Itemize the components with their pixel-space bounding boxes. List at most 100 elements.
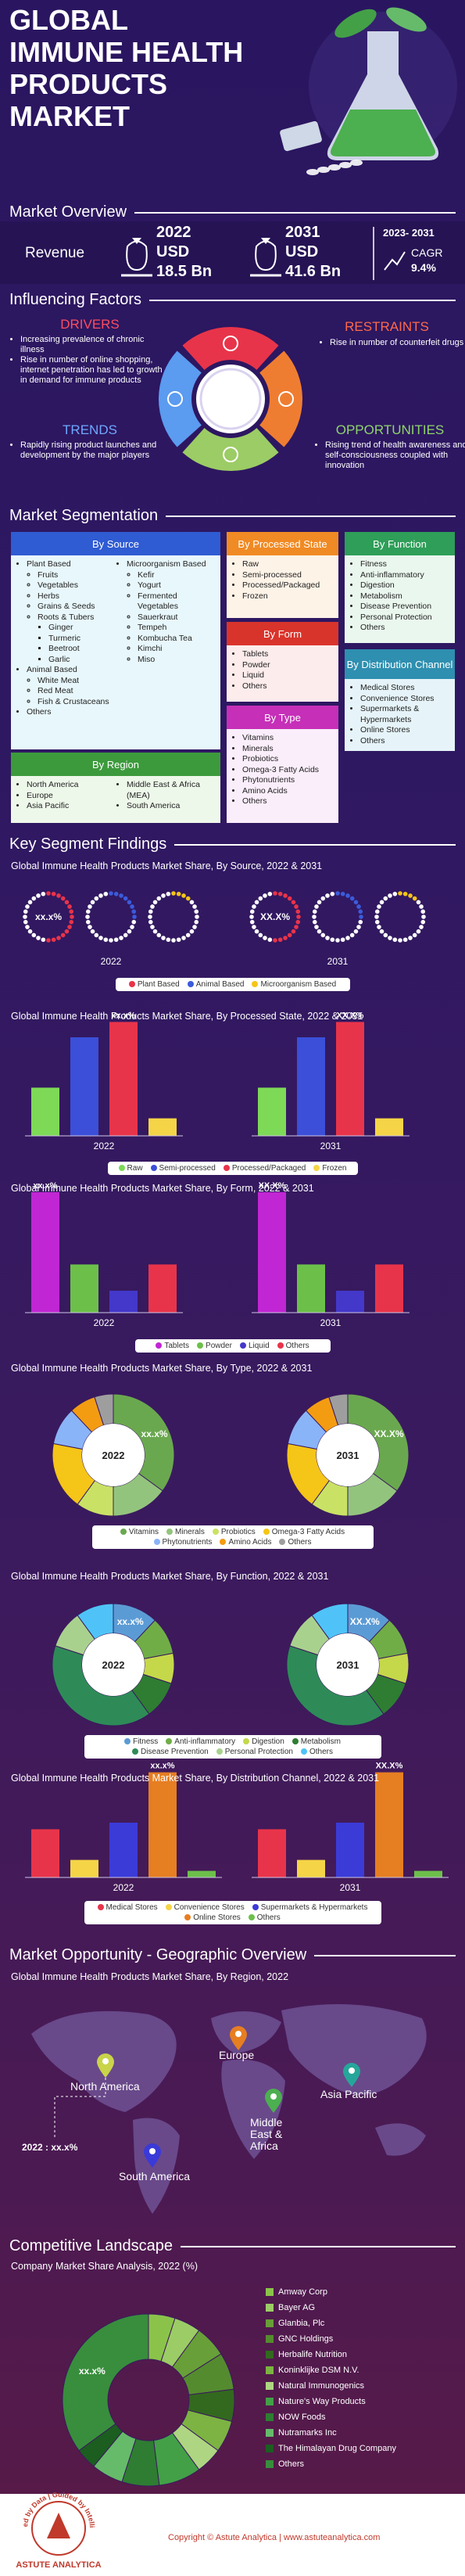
ring-dot [330, 891, 335, 896]
bar [70, 1037, 98, 1136]
ring-dot [176, 937, 181, 943]
ring-dot [189, 929, 195, 934]
factor-icon [223, 336, 238, 351]
segment-item: Tablets [242, 649, 334, 660]
factor-title: RESTRAINTS [345, 319, 429, 334]
segment-item: Digestion [360, 580, 450, 591]
segment-item: Raw [242, 559, 334, 570]
ring-dot [388, 893, 392, 898]
legend-label: Amway Corp [278, 2287, 327, 2297]
factor-segment [182, 326, 279, 370]
segment-item: Personal Protection [360, 613, 450, 623]
ring-dot [420, 909, 426, 914]
legend-swatch [252, 981, 259, 987]
legend-label: Minerals [175, 1528, 205, 1536]
ring-dot [317, 929, 322, 934]
pill [317, 167, 330, 173]
section-heading: Key Segment Findings [9, 835, 456, 853]
legend-swatch [156, 1342, 163, 1349]
ring-dot [56, 893, 61, 898]
wheel-center [196, 365, 265, 433]
ring-dot [166, 891, 171, 896]
legend-item: Plant Based [128, 980, 180, 989]
map-pin [265, 2089, 282, 2113]
bar [336, 1022, 364, 1136]
pie-segment [62, 2313, 149, 2452]
center-label: xx.x% [35, 911, 62, 922]
donut-label: xx.x% [141, 1428, 168, 1439]
bar-label: XX.X% [376, 1762, 403, 1771]
overview-year: 2031 [285, 224, 320, 241]
ring-dot [312, 909, 317, 914]
ring-dot [356, 925, 361, 929]
donut-center: 2031 [337, 1450, 359, 1461]
ring-dot [23, 909, 28, 914]
factor-list: Rising trend of health awareness and sel… [314, 440, 465, 471]
title-line: GLOBAL [9, 4, 128, 36]
year-label: 2022 [100, 956, 122, 967]
flask-liquid [331, 110, 435, 156]
bar-label: XX.X% [337, 1011, 364, 1020]
segment-item: Phytonutrients [242, 775, 334, 786]
region-label: Europe [219, 2049, 255, 2061]
segment-item: Herbs [38, 591, 116, 602]
ring-dot [273, 891, 277, 896]
ring [249, 891, 301, 943]
pill [339, 162, 352, 168]
ring-dot [109, 891, 113, 896]
overview-value: 18.5 Bn [156, 263, 213, 280]
map-pin-dot [349, 2068, 355, 2074]
legend-label: Phytonutrients [162, 1538, 213, 1547]
legend-swatch [313, 1165, 320, 1171]
segment-header: By Distribution Channel [345, 649, 455, 679]
ring-dot [25, 904, 30, 909]
segment-list: Microorganism BasedKefirYogurtFermented … [116, 559, 216, 665]
legend-label: Herbalife Nutrition [278, 2350, 348, 2359]
segment-item: Others [242, 681, 334, 692]
segment-item: Others [27, 707, 116, 718]
callout-label: 2022 : xx.x% [22, 2142, 78, 2153]
ring-dot [314, 925, 319, 929]
bar [258, 1192, 286, 1313]
ring-dot [287, 932, 292, 938]
legend-item: Anti-inflammatory [166, 1737, 235, 1746]
legend-swatch [263, 1529, 270, 1535]
overview-currency: USD [285, 243, 319, 260]
leaf [386, 7, 427, 32]
ring-dot [283, 936, 288, 940]
map-pin [97, 2053, 114, 2078]
ring-dot [131, 919, 137, 925]
legend-swatch [239, 1342, 246, 1349]
ring-dot [340, 891, 345, 896]
legend-item: Processed/Packaged [223, 1164, 306, 1173]
legend-swatch [184, 1914, 191, 1920]
ring-dot [113, 891, 119, 896]
legend: Fitness Anti-inflammatory Digestion Metabol… [84, 1735, 381, 1759]
legend-swatch [266, 2382, 274, 2390]
bar [31, 1087, 59, 1136]
ring-dot [195, 914, 199, 919]
ring-dot [23, 919, 28, 925]
pie-label: xx.x% [79, 2366, 106, 2377]
ring-dot [185, 896, 191, 901]
heading-rule [314, 1954, 456, 1956]
segment-list: FruitsVegetablesHerbsGrains & SeedsRoots… [27, 570, 116, 666]
section-heading: Market Opportunity - Geographic Overview [9, 1946, 456, 1964]
logo-ring [31, 2501, 86, 2556]
ring-dot [176, 891, 181, 896]
section-heading-text: Market Segmentation [9, 507, 159, 524]
legend-swatch [220, 1539, 227, 1545]
ring-dot [392, 891, 398, 896]
ring-dot [353, 900, 359, 905]
ring-dot [398, 891, 402, 896]
segment-item: South America [127, 801, 216, 812]
factor-segment [159, 350, 202, 447]
ring-dot [325, 893, 330, 898]
ring-dot [69, 909, 74, 914]
legend-label: Amino Acids [228, 1538, 272, 1547]
ring-dot [291, 929, 296, 934]
ring-dot [166, 937, 171, 943]
segment-item: Sauerkraut [138, 613, 216, 623]
legend-label: Others [285, 1342, 309, 1350]
legend-swatch [150, 1165, 157, 1171]
